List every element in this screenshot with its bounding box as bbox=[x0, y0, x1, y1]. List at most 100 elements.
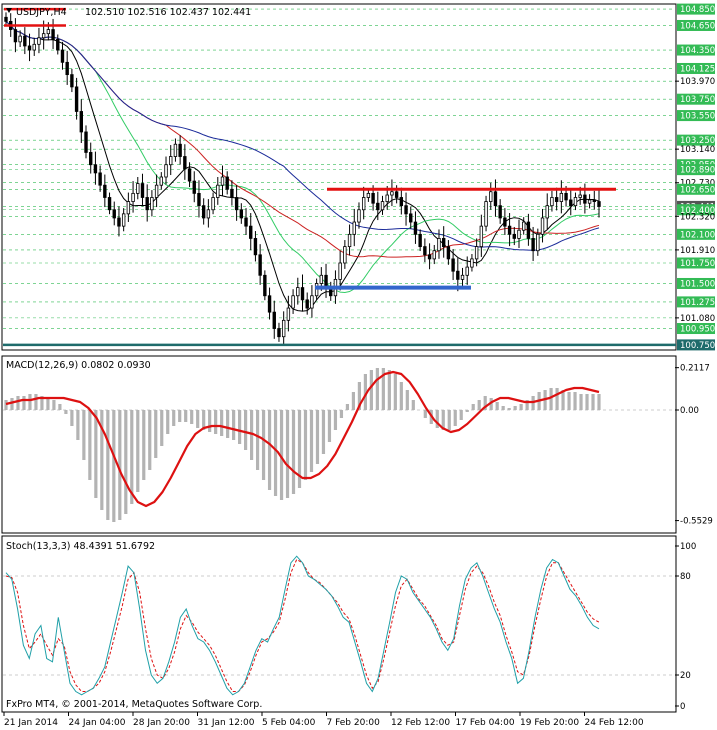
candle bbox=[474, 246, 479, 260]
time-tick-label: 28 Jan 20:00 bbox=[133, 718, 190, 728]
candle bbox=[89, 152, 93, 166]
candle bbox=[347, 233, 352, 248]
macd-tick-label: 0.2117 bbox=[680, 364, 710, 374]
candle bbox=[13, 29, 18, 43]
time-tick-label: 7 Feb 20:00 bbox=[327, 718, 381, 728]
candle bbox=[418, 233, 422, 248]
candle bbox=[446, 246, 451, 260]
candle bbox=[545, 205, 549, 219]
candle bbox=[103, 184, 107, 198]
price-panel: 104.850 104.650 104.350 104.125 103.970 103.7… bbox=[1, 3, 715, 351]
candle bbox=[587, 199, 592, 204]
price-label-box bbox=[677, 62, 715, 74]
copyright: FxPro MT4, © 2001-2014, MetaQuotes Softw… bbox=[6, 699, 262, 710]
candle bbox=[338, 262, 342, 280]
candle bbox=[314, 283, 319, 297]
time-tick-label: 21 Jan 2014 bbox=[4, 718, 58, 728]
candle bbox=[583, 194, 587, 204]
candle bbox=[371, 192, 375, 204]
stoch-title: Stoch(13,3,3) 48.4391 51.6792 bbox=[6, 541, 155, 552]
candle bbox=[319, 274, 324, 284]
macd-tick-label: 0.00 bbox=[680, 406, 699, 416]
candle bbox=[380, 201, 385, 211]
candle bbox=[559, 192, 564, 202]
price-label-box bbox=[677, 257, 715, 269]
price-label: 101.910 bbox=[680, 246, 715, 256]
candle bbox=[569, 199, 573, 207]
candle bbox=[310, 295, 314, 309]
candle bbox=[201, 205, 206, 219]
candle bbox=[225, 176, 229, 190]
chart-header: USDJPY,H4 102.510 102.516 102.437 102.44… bbox=[6, 7, 251, 18]
candle bbox=[98, 172, 102, 186]
candle bbox=[211, 197, 215, 211]
time-tick-label: 24 Jan 04:00 bbox=[69, 718, 126, 728]
candle bbox=[272, 311, 276, 329]
candle bbox=[154, 184, 159, 198]
candle bbox=[169, 156, 173, 166]
symbol-label: USDJPY,H4 bbox=[16, 7, 67, 18]
candle bbox=[578, 194, 582, 198]
price-panel-frame bbox=[1, 3, 677, 351]
macd-panel: 0.2117 0.00 -0.5529 MACD(12,26,9) 0.0802 0… bbox=[1, 355, 713, 534]
candle bbox=[136, 183, 140, 194]
price-label: 102.890 bbox=[680, 166, 715, 176]
candle bbox=[93, 164, 98, 174]
candle bbox=[376, 202, 380, 211]
candle bbox=[23, 35, 27, 47]
candle bbox=[187, 168, 192, 182]
stoch-tick-label: 20 bbox=[680, 671, 691, 681]
candle bbox=[41, 33, 46, 39]
candle bbox=[573, 197, 578, 207]
candle bbox=[4, 16, 8, 22]
candle bbox=[281, 319, 286, 338]
candle bbox=[112, 209, 116, 219]
candle bbox=[107, 197, 112, 211]
candle bbox=[489, 191, 493, 202]
candle bbox=[592, 199, 596, 202]
time-axis: 21 Jan 2014 24 Jan 04:00 28 Jan 20:00 31 Ja… bbox=[3, 712, 644, 728]
candle bbox=[441, 238, 446, 248]
candle bbox=[550, 197, 554, 207]
candle bbox=[291, 295, 295, 309]
candle bbox=[253, 238, 258, 256]
dropdown-triangle-icon[interactable] bbox=[6, 8, 12, 13]
price-label-box bbox=[677, 204, 715, 216]
macd-signal-path bbox=[5, 370, 600, 508]
candle bbox=[357, 209, 361, 223]
candle bbox=[394, 191, 399, 198]
time-tick-label: 19 Feb 20:00 bbox=[520, 718, 579, 728]
candle bbox=[427, 254, 432, 260]
time-tick-label: 24 Feb 12:00 bbox=[585, 718, 644, 728]
price-label-box bbox=[677, 134, 715, 146]
price-label: 100.950 bbox=[680, 325, 715, 335]
price-label: 103.250 bbox=[680, 136, 715, 146]
stoch-signal-line bbox=[5, 558, 600, 692]
stoch-tick-label: 80 bbox=[680, 572, 691, 582]
price-label: 103.140 bbox=[680, 145, 715, 155]
candle bbox=[131, 192, 135, 202]
candle bbox=[216, 184, 220, 198]
ma-blue-line bbox=[5, 21, 600, 251]
macd-tick-label: -0.5529 bbox=[680, 517, 713, 527]
price-label: 102.320 bbox=[680, 212, 715, 222]
ohlc-label: 102.510 102.516 102.437 102.441 bbox=[85, 7, 251, 18]
price-label: 104.850 bbox=[680, 5, 715, 15]
price-label: 101.275 bbox=[680, 298, 715, 308]
candle bbox=[456, 270, 460, 280]
candle bbox=[192, 180, 196, 194]
candle bbox=[507, 225, 512, 235]
candle bbox=[423, 246, 427, 256]
candle bbox=[300, 287, 305, 301]
candle bbox=[512, 233, 516, 239]
macd-axis: 0.2117 0.00 -0.5529 bbox=[675, 364, 713, 527]
candle bbox=[385, 194, 389, 202]
candle bbox=[56, 39, 60, 51]
price-label-box bbox=[677, 323, 715, 335]
candle bbox=[540, 217, 545, 235]
price-label-box bbox=[677, 228, 715, 240]
price-label: 102.650 bbox=[680, 185, 715, 195]
price-label: 103.750 bbox=[680, 95, 715, 105]
price-label-box bbox=[677, 3, 715, 15]
